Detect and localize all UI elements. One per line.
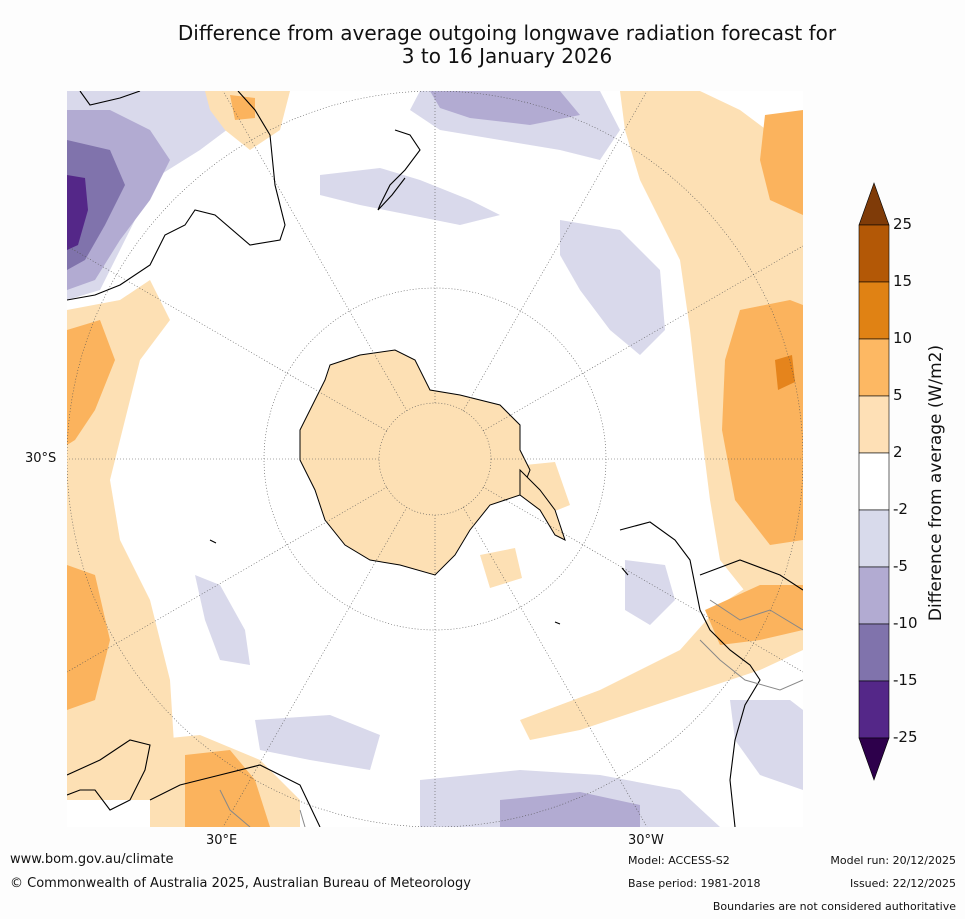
chart-title: Difference from average outgoing longwav… <box>0 22 965 68</box>
footer-copyright: © Commonwealth of Australia 2025, Austra… <box>10 876 471 891</box>
footer-model: Model: ACCESS-S2 <box>628 854 730 867</box>
colorbar-tick-label: 25 <box>893 215 913 233</box>
colorbar-swatch <box>858 566 890 625</box>
anomaly-neg-2-5-south-atlantic <box>625 560 675 625</box>
anomaly-neg-2-5-east-pacific <box>560 220 665 355</box>
footer-model-run: Model run: 20/12/2025 <box>830 854 956 867</box>
anomaly-pos-5-10-southwest <box>67 565 110 710</box>
anomaly-neg-2-5-southwest <box>195 575 250 665</box>
colorbar-swatch <box>858 338 890 397</box>
title-line-1: Difference from average outgoing longwav… <box>177 21 837 45</box>
south-america-coast <box>619 521 761 827</box>
lon-label-30w: 30°W <box>628 833 664 848</box>
colorbar-swatches <box>858 182 890 781</box>
colorbar-swatch <box>858 623 890 682</box>
lon-label-30e: 30°E <box>206 833 238 848</box>
graticule <box>67 91 803 827</box>
colorbar-tick-label: -25 <box>893 728 918 746</box>
colorbar-tick-label: 5 <box>893 386 903 404</box>
anomaly-pos-5-10-africa <box>185 750 270 827</box>
colorbar-tick-label: -5 <box>893 557 908 575</box>
coastlines <box>67 91 803 827</box>
colorbar-tick-label: 10 <box>893 329 913 347</box>
sub-antarctic-islands <box>209 539 629 625</box>
new-zealand-coast <box>377 129 421 211</box>
anomaly-neg-2-5-bottom-left <box>255 715 380 770</box>
colorbar-label: Difference from average (W/m2) <box>926 344 946 622</box>
colorbar-over-triangle <box>858 182 890 226</box>
colorbar-swatch <box>858 680 890 739</box>
anomaly-pos-10-15-east <box>775 355 795 390</box>
africa-coast <box>67 739 321 827</box>
colorbar-tick-label: -2 <box>893 500 908 518</box>
footer-disclaimer: Boundaries are not considered authoritat… <box>712 900 956 913</box>
anomaly-neg-10-15-northwest <box>67 140 125 270</box>
footer-website[interactable]: www.bom.gov.au/climate <box>10 852 174 867</box>
south-america-north-coast <box>699 559 803 591</box>
anomaly-neg-2-5-bottom-right <box>730 700 803 790</box>
colorbar-tick-label: 15 <box>893 272 913 290</box>
colorbar-tick-label: -15 <box>893 671 918 689</box>
anomaly-pos-5-10-west <box>67 320 115 445</box>
lat-label-30s: 30°S <box>25 451 57 466</box>
colorbar-swatch <box>858 281 890 340</box>
country-boundaries <box>219 599 803 827</box>
colorbar-under-triangle <box>858 737 890 781</box>
australia-coast <box>67 91 286 301</box>
anomaly-pos-2-5-australia <box>205 91 290 150</box>
antarctica <box>299 349 531 576</box>
colorbar-swatch <box>858 395 890 454</box>
colorbar-tick-label: 2 <box>893 443 903 461</box>
colorbar-tick-label: -10 <box>893 614 918 632</box>
anomaly-pos-5-10-northeast <box>760 110 803 215</box>
anomaly-pos-2-5-south-islands <box>480 548 522 588</box>
footer-issued: Issued: 22/12/2025 <box>849 877 956 890</box>
footer-base-period: Base period: 1981-2018 <box>628 877 761 890</box>
anomaly-neg-5-10-north-pacific <box>430 91 580 125</box>
anomaly-neg-15-25-northwest <box>67 175 88 250</box>
anomaly-neg-5-10-bottom-center <box>500 792 640 827</box>
colorbar-swatch <box>858 224 890 283</box>
anomaly-neg-2-5-tasman <box>320 168 500 225</box>
title-line-2: 3 to 16 January 2026 <box>401 44 613 68</box>
map-content <box>67 91 803 827</box>
colorbar-swatch <box>858 509 890 568</box>
colorbar-swatch <box>858 452 890 511</box>
antarctic-peninsula <box>519 468 566 541</box>
